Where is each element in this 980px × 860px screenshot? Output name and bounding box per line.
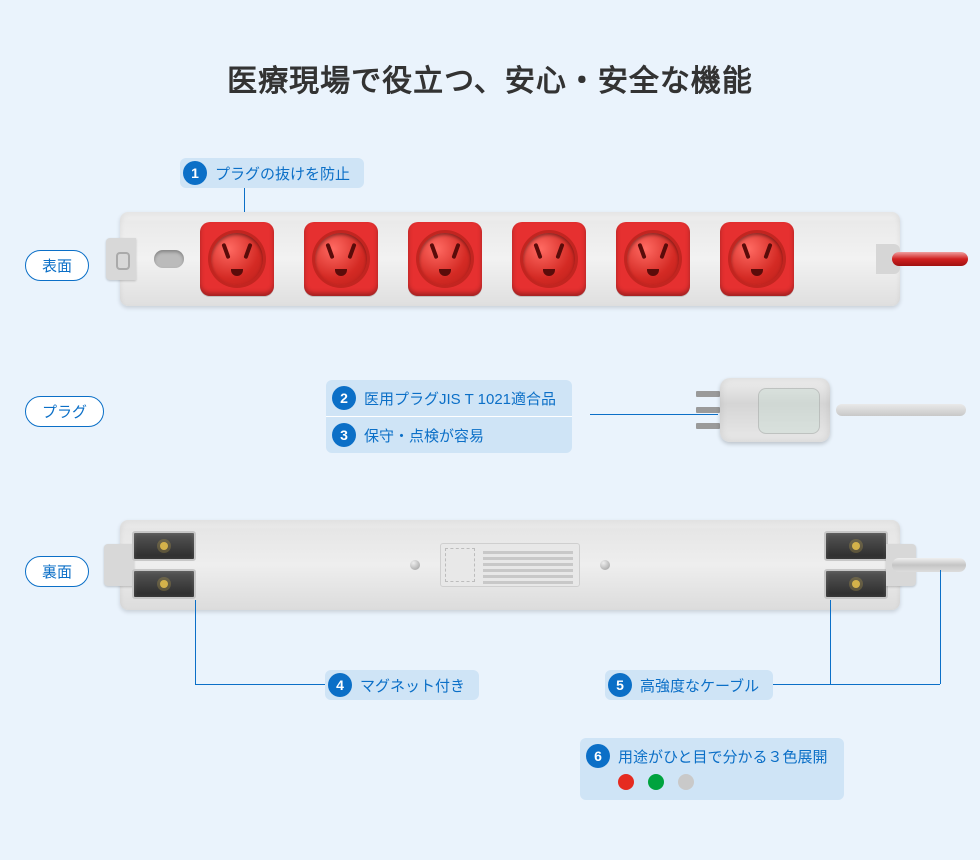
outlet-face [627, 233, 679, 285]
feature-2-text: 医用プラグJIS T 1021適合品 [364, 388, 556, 409]
feature-2-num: 2 [332, 386, 356, 410]
feature-1-text: プラグの抜けを防止 [215, 163, 350, 184]
magnet [132, 569, 196, 599]
feature-6-num: 6 [586, 744, 610, 768]
magnet-pair-right [824, 531, 888, 599]
feature-5-num: 5 [608, 673, 632, 697]
leader-line [195, 600, 196, 684]
outlet-face [211, 233, 263, 285]
color-dots [618, 774, 694, 790]
feature-5: 5 高強度なケーブル [605, 670, 773, 700]
power-switch [154, 250, 184, 268]
feature-1: 1 プラグの抜けを防止 [180, 158, 364, 188]
plug-body [720, 378, 830, 442]
feature-3-num: 3 [332, 423, 356, 447]
power-strip-back [120, 520, 900, 610]
front-cable-red [892, 252, 968, 266]
plug-image [696, 370, 966, 450]
magnet [132, 531, 196, 561]
magnet [824, 569, 888, 599]
feature-1-num: 1 [183, 161, 207, 185]
feature-2: 2 医用プラグJIS T 1021適合品 [326, 380, 572, 416]
page-title: 医療現場で役立つ、安心・安全な機能 [0, 0, 980, 100]
outlet-face [315, 233, 367, 285]
magnet [824, 531, 888, 561]
back-cable [892, 558, 966, 572]
feature-4: 4 マグネット付き [325, 670, 479, 700]
mounting-tab [104, 544, 134, 586]
feature-2-3-box: 2 医用プラグJIS T 1021適合品 3 保守・点検が容易 [326, 380, 572, 453]
outlet-row [200, 222, 794, 296]
spec-label-plate [440, 543, 580, 587]
leader-line [195, 684, 325, 685]
outlet [408, 222, 482, 296]
prong [696, 423, 720, 429]
outlet-face [523, 233, 575, 285]
feature-4-num: 4 [328, 673, 352, 697]
leader-line [830, 600, 831, 684]
feature-4-text: マグネット付き [360, 675, 465, 696]
leader-line [940, 570, 941, 684]
prong [696, 391, 720, 397]
outlet-face [731, 233, 783, 285]
outlet [512, 222, 586, 296]
plug-prongs [696, 391, 720, 429]
feature-5-text: 高強度なケーブル [640, 675, 759, 696]
feature-6: 6 用途がひと目で分かる３色展開 [580, 738, 844, 800]
magnet-pair-left [132, 531, 196, 599]
outlet [304, 222, 378, 296]
leader-line [810, 684, 940, 685]
feature-3-text: 保守・点検が容易 [364, 425, 484, 446]
feature-3: 3 保守・点検が容易 [326, 416, 572, 453]
mounting-tab [106, 238, 136, 280]
plug-cable [836, 404, 966, 416]
prong [696, 407, 720, 413]
screw [600, 560, 610, 570]
side-label-back: 裏面 [25, 556, 89, 587]
screw [410, 560, 420, 570]
color-dot [648, 774, 664, 790]
color-dot [618, 774, 634, 790]
outlet [200, 222, 274, 296]
side-label-front: 表面 [25, 250, 89, 281]
power-strip-front [120, 212, 900, 306]
outlet-face [419, 233, 471, 285]
outlet [616, 222, 690, 296]
color-dot [678, 774, 694, 790]
outlet [720, 222, 794, 296]
feature-6-text: 用途がひと目で分かる３色展開 [618, 746, 828, 767]
side-label-plug: プラグ [25, 396, 104, 427]
